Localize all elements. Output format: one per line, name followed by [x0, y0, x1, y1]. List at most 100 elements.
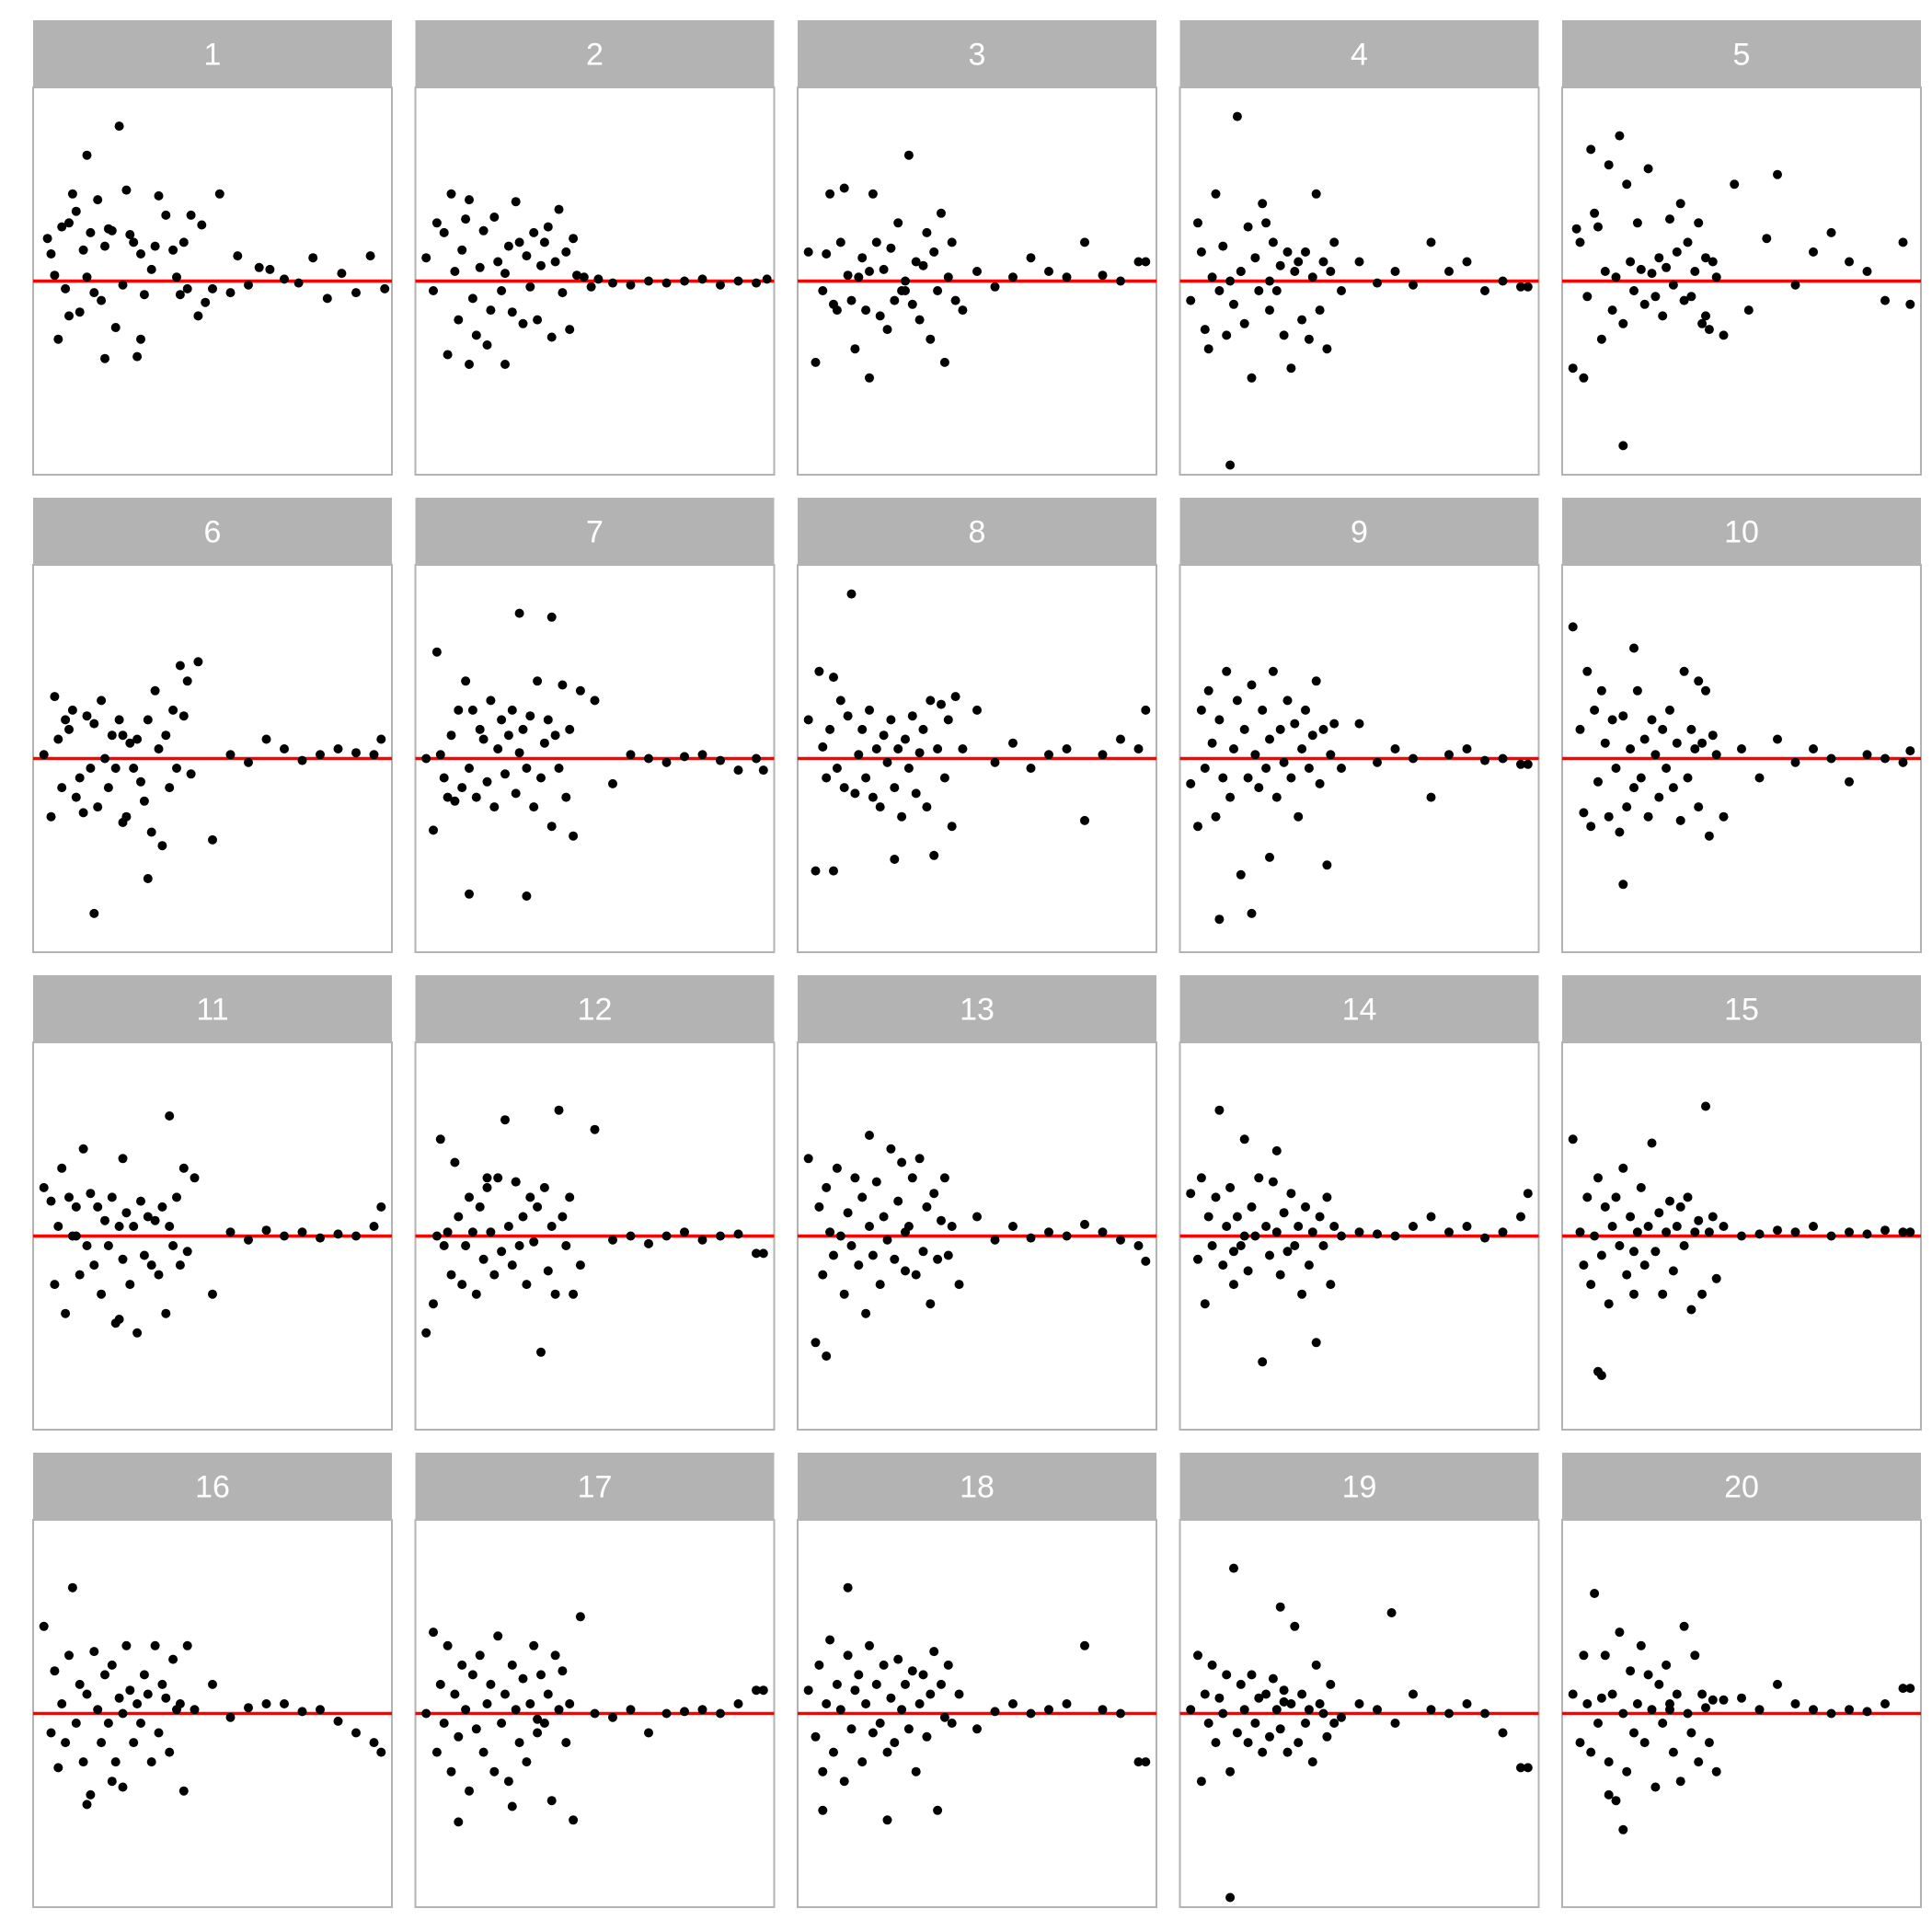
data-point: [868, 189, 878, 199]
data-point: [861, 773, 871, 783]
data-point: [1261, 1222, 1271, 1231]
data-point: [333, 744, 343, 753]
data-point: [71, 1719, 81, 1728]
facet-strip-label: 3: [969, 38, 986, 73]
data-point: [937, 1679, 946, 1689]
data-point: [1604, 1789, 1614, 1800]
data-point: [1271, 1145, 1282, 1156]
data-point: [843, 711, 853, 721]
data-point: [1265, 305, 1274, 316]
data-point: [926, 1299, 936, 1309]
data-point: [575, 685, 585, 696]
data-point: [486, 1679, 496, 1689]
data-point: [1773, 1679, 1782, 1689]
data-point: [1286, 1189, 1296, 1199]
data-point: [518, 318, 528, 328]
data-point: [154, 190, 164, 201]
data-point: [626, 750, 636, 760]
data-point: [39, 750, 49, 760]
data-point: [565, 325, 575, 335]
data-point: [1737, 1693, 1746, 1703]
data-point: [316, 1705, 325, 1715]
data-point: [1354, 1227, 1364, 1237]
data-point: [846, 1724, 857, 1734]
data-point: [67, 1582, 77, 1593]
data-point: [835, 696, 845, 706]
data-point: [879, 264, 889, 274]
data-point: [1444, 1227, 1454, 1237]
data-point: [1275, 724, 1285, 734]
data-point: [926, 696, 936, 706]
data-point: [1315, 1699, 1325, 1708]
data-point: [1261, 1689, 1271, 1699]
data-point: [333, 1716, 343, 1726]
data-point: [1898, 237, 1908, 247]
data-point: [1880, 753, 1890, 764]
data-point: [608, 1235, 617, 1245]
data-point: [93, 1202, 103, 1212]
data-point: [61, 1738, 71, 1748]
data-point: [1704, 1227, 1714, 1237]
data-point: [1186, 295, 1196, 305]
data-point: [811, 866, 821, 876]
facet-strip: [1562, 1453, 1921, 1520]
data-point: [1322, 860, 1332, 870]
data-point: [1141, 1757, 1151, 1767]
data-point: [1062, 272, 1072, 282]
data-point: [901, 286, 910, 295]
data-point: [1683, 773, 1693, 783]
data-point: [1304, 764, 1314, 773]
data-point: [1590, 705, 1600, 715]
data-point: [64, 1192, 74, 1202]
data-point: [550, 257, 560, 267]
data-point: [1026, 764, 1036, 773]
data-point: [901, 1227, 910, 1237]
data-point: [871, 237, 881, 247]
data-point: [529, 1640, 539, 1650]
data-point: [1773, 734, 1782, 744]
data-point: [1754, 773, 1765, 783]
data-point: [1622, 1270, 1632, 1280]
data-point: [958, 744, 968, 753]
data-point: [546, 332, 557, 342]
data-point: [861, 1699, 871, 1708]
data-point: [1611, 1796, 1621, 1806]
data-point: [143, 1689, 153, 1699]
data-point: [1704, 1738, 1714, 1748]
data-point: [1629, 286, 1639, 295]
data-point: [1636, 1640, 1646, 1650]
data-point: [1905, 299, 1915, 309]
data-point: [1116, 734, 1125, 744]
data-point: [1790, 280, 1800, 290]
data-point: [814, 666, 824, 676]
data-point: [1575, 1738, 1585, 1748]
data-point: [1629, 643, 1639, 653]
data-point: [1290, 1621, 1300, 1631]
data-point: [475, 1650, 485, 1661]
data-point: [333, 1229, 343, 1239]
data-point: [1516, 759, 1525, 769]
data-point: [1654, 253, 1664, 263]
data-point: [822, 1182, 832, 1192]
data-point: [1214, 1693, 1225, 1703]
facet-strip: [415, 498, 775, 565]
data-point: [890, 1254, 900, 1264]
data-point: [569, 1289, 579, 1299]
data-point: [461, 214, 471, 224]
data-point: [1596, 685, 1606, 696]
data-point: [150, 1640, 160, 1650]
facet-strip-label: 7: [586, 515, 604, 550]
data-point: [280, 274, 289, 284]
data-point: [457, 245, 467, 255]
data-point: [1575, 724, 1585, 734]
data-point: [1618, 880, 1628, 890]
data-point: [97, 1289, 107, 1299]
data-point: [39, 1182, 49, 1192]
data-point: [1307, 1757, 1317, 1767]
data-point: [1596, 1693, 1606, 1703]
data-point: [46, 1728, 56, 1738]
data-point: [1668, 1266, 1678, 1276]
data-point: [178, 711, 189, 721]
data-point: [1250, 1231, 1260, 1241]
data-point: [1141, 705, 1151, 715]
